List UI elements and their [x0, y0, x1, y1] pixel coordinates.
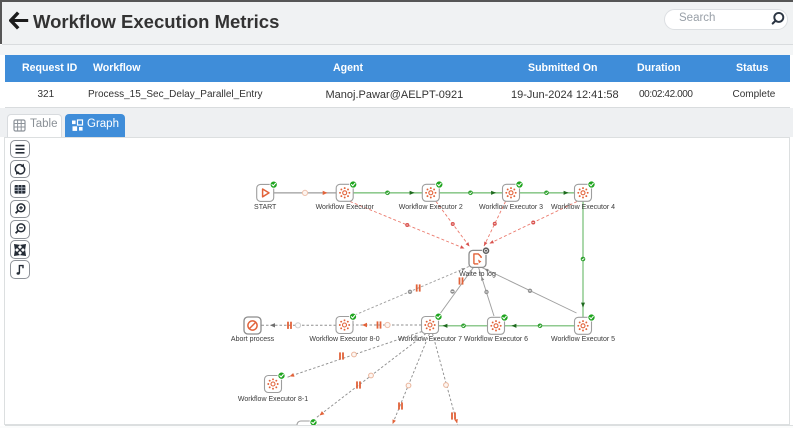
svg-text:Workflow Executor 5: Workflow Executor 5 — [551, 336, 615, 343]
svg-text:Workflow Executor 8-0: Workflow Executor 8-0 — [309, 336, 379, 343]
svg-text:Workflow Executor: Workflow Executor — [316, 204, 375, 211]
svg-text:Abort process: Abort process — [231, 336, 275, 343]
svg-text:Workflow Executor 2: Workflow Executor 2 — [399, 204, 463, 211]
svg-text:Waite to log: Waite to log — [459, 271, 496, 278]
svg-text:Workflow Executor 3: Workflow Executor 3 — [479, 204, 543, 211]
svg-text:Workflow Executor 8-1: Workflow Executor 8-1 — [238, 396, 308, 403]
svg-text:Workflow Executor 7: Workflow Executor 7 — [398, 336, 462, 343]
svg-text:START: START — [254, 204, 277, 211]
svg-text:Workflow Executor 6: Workflow Executor 6 — [464, 336, 528, 343]
svg-text:Workflow Executor 4: Workflow Executor 4 — [551, 204, 615, 211]
